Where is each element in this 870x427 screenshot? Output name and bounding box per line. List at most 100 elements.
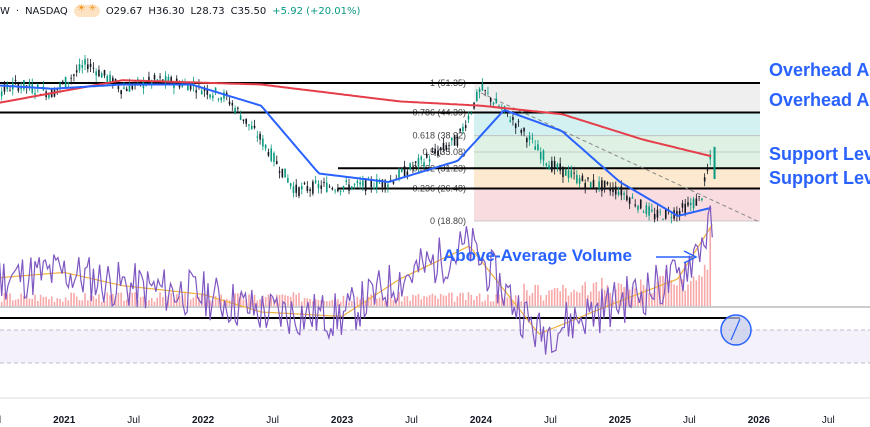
candle-body: [648, 206, 650, 216]
volume-bar: [512, 301, 514, 306]
volume-bar: [392, 300, 395, 306]
candle-body: [273, 152, 275, 162]
candle-body: [442, 142, 445, 150]
candle-body: [9, 90, 11, 92]
volume-bar: [570, 292, 573, 306]
candle-body: [523, 127, 525, 132]
x-tick-label: 2021: [53, 415, 76, 426]
volume-bar: [467, 292, 470, 306]
volume-bar: [445, 295, 448, 306]
candle-body: [428, 159, 431, 162]
candle-body: [206, 89, 209, 95]
volume-bar: [359, 299, 361, 306]
candle-body: [409, 163, 411, 170]
volume-bar: [531, 293, 534, 306]
candle-body: [512, 116, 514, 121]
candle-body: [470, 113, 473, 115]
volume-bar: [89, 295, 92, 306]
volume-bar: [637, 296, 639, 306]
candle-body: [573, 172, 575, 174]
volume-bar: [648, 293, 650, 306]
volume-bar: [412, 294, 414, 306]
volume-bar: [676, 285, 678, 306]
chart-header: W · NASDAQ O29.67 H36.30 L28.73 C35.50 +…: [0, 3, 366, 19]
candle-body: [73, 74, 75, 76]
volume-bar: [442, 295, 445, 306]
candle-body: [403, 166, 406, 178]
volume-bar: [578, 292, 581, 306]
x-tick-label: 2022: [192, 415, 215, 426]
candle-body: [328, 186, 331, 188]
candle-body: [553, 160, 556, 169]
candle-body: [431, 151, 434, 153]
candle-body: [551, 160, 553, 172]
fib-label-6: 0 (18.80): [430, 216, 466, 226]
candle-body: [703, 177, 706, 182]
candle-body: [14, 79, 17, 81]
volume-bar: [134, 292, 136, 306]
volume-bar: [456, 296, 459, 306]
fib-label-2: 0.618 (38.92): [412, 131, 466, 141]
fib-zone-1: [474, 112, 760, 136]
volume-bar: [545, 294, 548, 306]
volume-bar: [553, 288, 556, 306]
candle-body: [59, 83, 61, 88]
volume-bar: [103, 301, 106, 306]
candle-body: [253, 125, 256, 128]
close-value: C35.50: [230, 5, 267, 17]
volume-bar: [273, 299, 275, 306]
candle-body: [426, 153, 428, 158]
candle-body: [489, 97, 492, 102]
volume-bar: [562, 284, 564, 306]
volume-bar: [526, 290, 528, 306]
volume-bar: [228, 300, 231, 306]
rsi-highlight-circle: [720, 314, 752, 346]
candle-body: [306, 186, 309, 191]
volume-bar: [214, 295, 217, 306]
session-icon: [73, 3, 100, 17]
candle-body: [242, 119, 245, 121]
x-tick-label: Jul: [544, 415, 557, 426]
fib-zone-0: [474, 83, 760, 113]
candle-body: [123, 87, 125, 89]
volume-bar: [437, 298, 439, 306]
candle-body: [139, 80, 142, 86]
candle-body: [106, 75, 109, 82]
candle-body: [614, 186, 617, 195]
volume-bar: [339, 301, 342, 306]
volume-bar: [73, 292, 75, 306]
volume-annotation: Above-Average Volume: [443, 246, 632, 265]
candle-body: [92, 67, 95, 69]
candle-body: [537, 144, 539, 151]
candle-body: [289, 183, 292, 187]
candle-body: [187, 84, 189, 91]
volume-bar: [75, 296, 78, 306]
candle-body: [23, 80, 25, 89]
volume-bar: [159, 292, 161, 306]
volume-bar: [701, 276, 703, 306]
candle-body: [56, 89, 59, 91]
volume-bar: [414, 295, 417, 306]
candle-body: [331, 188, 334, 190]
candle-body: [100, 73, 103, 78]
candle-body: [509, 120, 511, 122]
candle-body: [214, 87, 217, 93]
candle-body: [701, 198, 703, 200]
candle-body: [348, 184, 350, 191]
volume-bar: [542, 300, 545, 306]
volume-bar: [298, 292, 300, 306]
candle-body: [28, 82, 31, 88]
candle-body: [542, 150, 545, 161]
candle-body: [398, 169, 400, 179]
candle-body: [159, 76, 161, 78]
candle-body: [414, 161, 417, 163]
volume-bar: [162, 297, 164, 306]
volume-bar: [14, 299, 17, 306]
candle-body: [517, 121, 520, 123]
candle-body: [37, 84, 39, 88]
volume-bar: [692, 276, 695, 306]
candle-body: [350, 186, 353, 190]
volume-bar: [464, 300, 467, 306]
volume-bar: [9, 293, 11, 306]
candle-body: [548, 165, 550, 170]
